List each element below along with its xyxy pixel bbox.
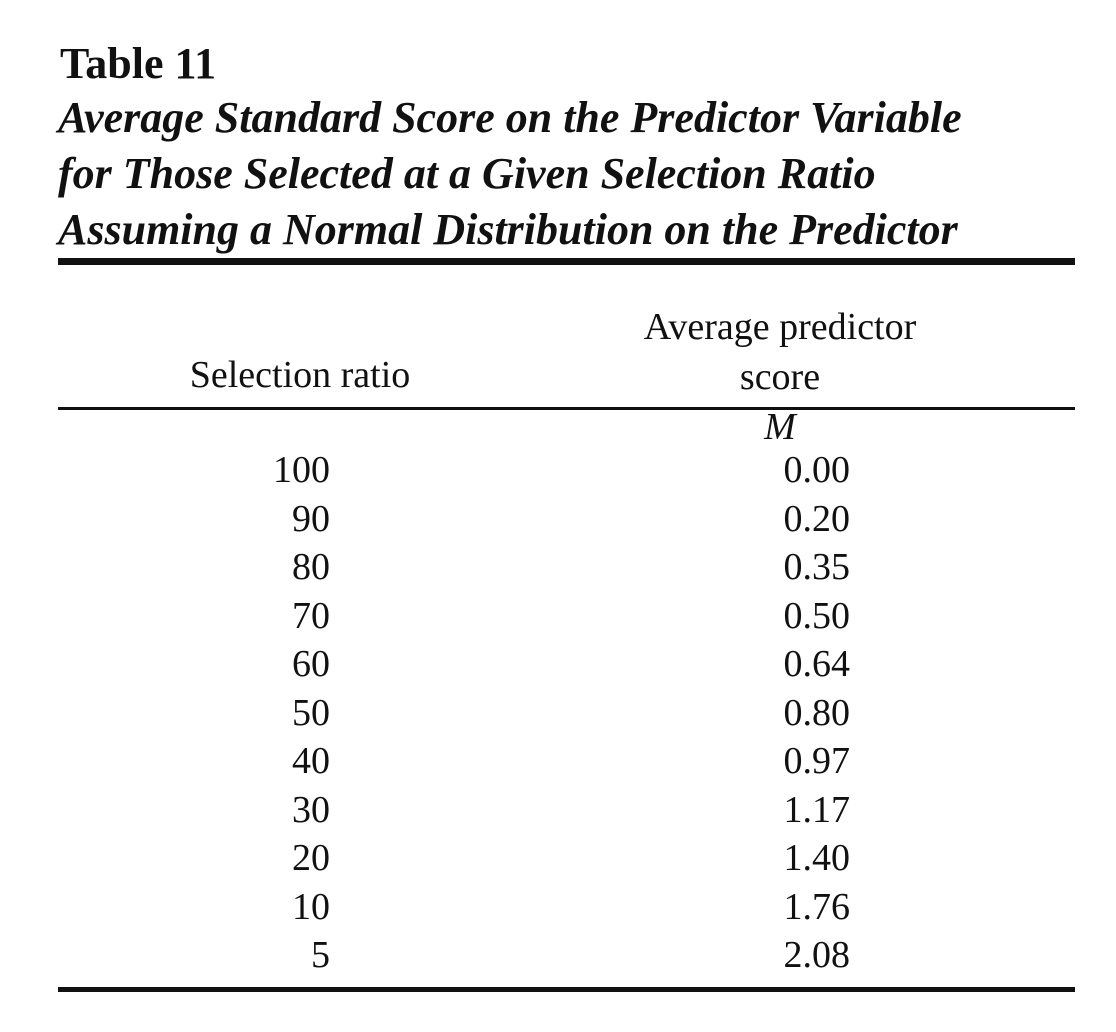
table-row: 100 0.00 — [0, 446, 1116, 495]
header-score-line2: score M — [580, 352, 980, 452]
predictor-score-cell: 1.17 — [783, 788, 851, 831]
table-row: 5 2.08 — [0, 931, 1116, 980]
table-row: 30 1.17 — [0, 786, 1116, 835]
predictor-score-cell: 1.40 — [783, 837, 851, 879]
table-row: 70 0.50 — [0, 592, 1116, 641]
caption-line: for Those Selected at a Given Selection … — [58, 149, 876, 198]
caption-line: Assuming a Normal Distribution on the Pr… — [58, 205, 958, 254]
selection-ratio-cell: 20 — [292, 837, 330, 879]
selection-ratio-cell: 80 — [292, 546, 330, 588]
predictor-score-cell: 0.35 — [783, 546, 851, 588]
selection-ratio-cell: 30 — [292, 788, 330, 831]
selection-ratio-cell: 10 — [292, 885, 330, 928]
selection-ratio-cell: 70 — [292, 594, 330, 637]
selection-ratio-cell: 50 — [292, 691, 330, 734]
header-score-line1: Average predictor — [643, 306, 917, 348]
table-row: 80 0.35 — [0, 543, 1116, 592]
header-score-symbol: M — [764, 406, 796, 448]
selection-ratio-cell: 100 — [273, 449, 330, 491]
table-body: 100 0.00 90 0.20 80 0.35 70 0.50 60 0.64… — [0, 446, 1116, 980]
table-row: 20 1.40 — [0, 834, 1116, 883]
predictor-score-cell: 0.50 — [783, 594, 851, 637]
caption-line: Average Standard Score on the Predictor … — [58, 93, 962, 142]
selection-ratio-cell: 60 — [292, 643, 330, 685]
table-row: 40 0.97 — [0, 737, 1116, 786]
header-score-prefix: score — [739, 356, 821, 398]
predictor-score-cell: 0.97 — [783, 740, 851, 782]
selection-ratio-cell: 40 — [292, 740, 330, 782]
predictor-score-cell: 0.20 — [783, 497, 851, 540]
selection-ratio-cell: 5 — [311, 934, 330, 976]
table-row: 60 0.64 — [0, 640, 1116, 689]
table-row: 10 1.76 — [0, 883, 1116, 932]
header-rule — [58, 407, 1075, 410]
predictor-score-cell: 0.80 — [783, 691, 851, 734]
top-rule — [58, 258, 1075, 265]
selection-ratio-cell: 90 — [292, 497, 330, 540]
predictor-score-cell: 0.64 — [783, 643, 851, 685]
table-number: Table 11 — [60, 39, 217, 88]
predictor-score-cell: 2.08 — [783, 934, 851, 976]
header-selection-ratio: Selection ratio — [189, 354, 411, 396]
bottom-rule — [58, 987, 1075, 992]
table-row: 50 0.80 — [0, 689, 1116, 738]
table-row: 90 0.20 — [0, 495, 1116, 544]
table-caption: Average Standard Score on the Predictor … — [58, 90, 1088, 258]
header-average-predictor-score: Average predictor score M — [580, 302, 980, 452]
predictor-score-cell: 0.00 — [783, 449, 851, 491]
predictor-score-cell: 1.76 — [783, 885, 851, 928]
